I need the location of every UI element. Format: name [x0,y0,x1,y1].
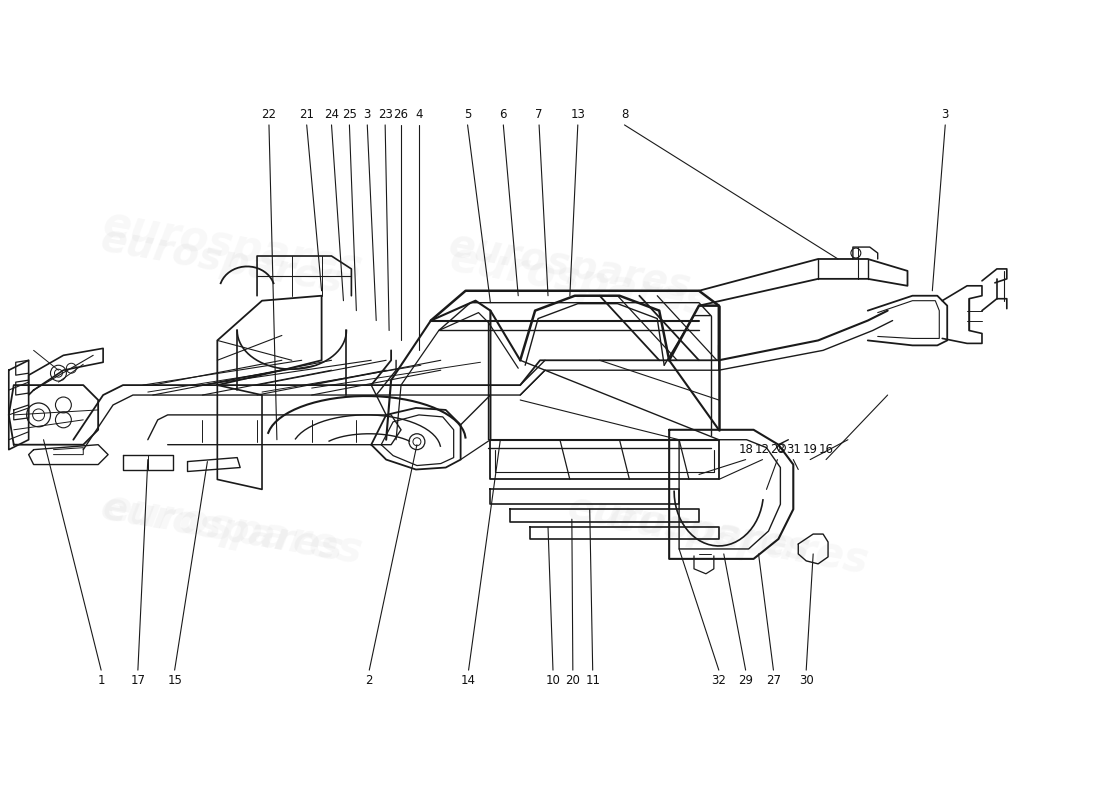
Text: 21: 21 [299,109,315,122]
Text: 32: 32 [712,674,726,686]
Text: eurospares: eurospares [98,489,346,569]
Text: eurospares: eurospares [564,489,813,569]
Text: 5: 5 [464,109,471,122]
Text: 30: 30 [799,674,814,686]
Text: eurospares: eurospares [446,226,694,306]
Text: 31: 31 [785,443,801,456]
Text: 13: 13 [571,109,585,122]
Text: 20: 20 [565,674,581,686]
Text: 22: 22 [262,109,276,122]
Text: 18: 18 [738,443,754,456]
Text: 26: 26 [394,109,408,122]
Text: 6: 6 [499,109,507,122]
Text: eurospares: eurospares [98,221,346,301]
Text: 15: 15 [167,674,183,686]
Text: 28: 28 [770,443,784,456]
Text: eurospares: eurospares [447,238,713,324]
Text: 24: 24 [324,109,339,122]
Text: 29: 29 [738,674,754,686]
Text: 1: 1 [98,674,104,686]
Text: 2: 2 [365,674,373,686]
Text: 23: 23 [377,109,393,122]
Text: 3: 3 [364,109,371,122]
Text: 27: 27 [766,674,781,686]
Text: eurospares: eurospares [99,486,365,573]
Text: 11: 11 [585,674,601,686]
Text: 3: 3 [942,109,949,122]
Text: eurospares: eurospares [605,495,872,582]
Text: 14: 14 [461,674,476,686]
Text: 19: 19 [803,443,817,456]
Text: eurospares: eurospares [99,202,365,290]
Text: 16: 16 [818,443,834,456]
Text: 7: 7 [536,109,542,122]
Text: 10: 10 [546,674,560,686]
Text: 25: 25 [342,109,356,122]
Text: 17: 17 [131,674,145,686]
Text: 4: 4 [415,109,422,122]
Text: 8: 8 [620,109,628,122]
Text: 12: 12 [755,443,770,456]
